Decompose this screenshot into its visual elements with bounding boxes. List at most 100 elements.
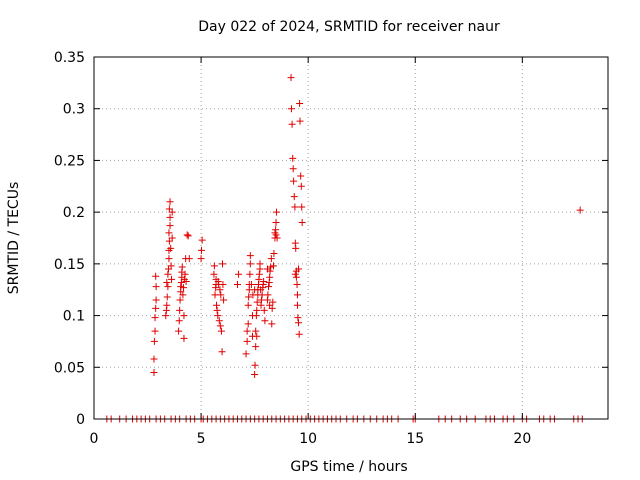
y-tick-label: 0.2 bbox=[63, 205, 85, 221]
data-point bbox=[298, 203, 306, 211]
data-point bbox=[151, 314, 159, 322]
data-point bbox=[150, 355, 158, 363]
data-point bbox=[251, 361, 259, 369]
data-point bbox=[176, 296, 184, 304]
data-point bbox=[175, 317, 183, 325]
data-point bbox=[246, 270, 254, 278]
data-point bbox=[219, 281, 227, 289]
data-point bbox=[243, 337, 251, 345]
data-point bbox=[296, 100, 304, 108]
x-tick-label: 0 bbox=[90, 431, 99, 447]
data-point bbox=[291, 270, 299, 278]
data-point bbox=[251, 286, 259, 294]
data-point bbox=[290, 177, 298, 185]
data-point bbox=[246, 252, 254, 260]
data-point bbox=[217, 291, 225, 299]
data-point bbox=[216, 286, 224, 294]
data-point bbox=[293, 291, 301, 299]
data-point bbox=[272, 218, 280, 226]
x-tick-label: 5 bbox=[197, 431, 206, 447]
y-axis-label: SRMTID / TECUs bbox=[6, 182, 22, 295]
data-point bbox=[266, 301, 274, 309]
x-tick-label: 15 bbox=[406, 431, 424, 447]
data-point bbox=[245, 293, 253, 301]
data-point bbox=[152, 296, 160, 304]
x-axis-ticks: 0 5 10 15 20 bbox=[90, 57, 531, 447]
x-tick-label: 20 bbox=[513, 431, 531, 447]
data-point bbox=[233, 281, 241, 289]
data-point bbox=[166, 222, 174, 230]
y-tick-label: 0.3 bbox=[63, 102, 85, 118]
data-point bbox=[269, 262, 277, 270]
data-point bbox=[151, 327, 159, 335]
y-tick-label: 0.35 bbox=[54, 50, 85, 66]
data-point bbox=[297, 182, 305, 190]
data-point bbox=[243, 327, 251, 335]
data-point bbox=[163, 293, 171, 301]
data-point bbox=[164, 270, 172, 278]
data-point bbox=[247, 281, 255, 289]
data-point bbox=[179, 291, 187, 299]
data-point bbox=[184, 232, 192, 240]
plot-frame bbox=[93, 56, 609, 420]
data-point bbox=[220, 296, 228, 304]
data-point bbox=[293, 301, 301, 309]
x-axis-label: GPS time / hours bbox=[290, 459, 407, 475]
data-point bbox=[290, 193, 298, 201]
data-point bbox=[152, 272, 160, 280]
data-point bbox=[576, 206, 584, 214]
data-point bbox=[197, 255, 205, 263]
data-point bbox=[217, 327, 225, 335]
data-point bbox=[293, 281, 301, 289]
data-point bbox=[244, 301, 252, 309]
data-point bbox=[253, 332, 261, 340]
data-point bbox=[198, 236, 206, 244]
data-point bbox=[168, 275, 176, 283]
data-point bbox=[167, 244, 175, 252]
data-point bbox=[210, 262, 218, 270]
data-point bbox=[218, 348, 226, 356]
data-point bbox=[242, 350, 250, 358]
data-point bbox=[213, 306, 221, 314]
data-point bbox=[297, 172, 305, 180]
y-axis-ticks: 0 0.05 0.1 0.15 0.2 0.25 0.3 0.35 bbox=[54, 50, 608, 428]
y-tick-label: 0.05 bbox=[54, 360, 85, 376]
data-point bbox=[210, 270, 218, 278]
data-point bbox=[298, 218, 306, 226]
data-point bbox=[165, 255, 173, 263]
data-point bbox=[253, 298, 261, 306]
data-point bbox=[168, 208, 176, 216]
data-point bbox=[292, 273, 300, 281]
data-point bbox=[244, 320, 252, 328]
data-point bbox=[257, 296, 265, 304]
data-point bbox=[260, 306, 268, 314]
data-point bbox=[289, 154, 297, 162]
data-point bbox=[292, 244, 300, 252]
data-point bbox=[214, 312, 222, 320]
data-point bbox=[263, 265, 271, 273]
data-point bbox=[287, 105, 295, 113]
chart-title: Day 022 of 2024, SRMTID for receiver nau… bbox=[198, 19, 500, 35]
data-point bbox=[212, 275, 220, 283]
data-point bbox=[150, 368, 158, 376]
data-point bbox=[295, 319, 303, 327]
data-point bbox=[265, 283, 273, 291]
data-point bbox=[168, 234, 176, 242]
data-point bbox=[272, 231, 280, 239]
data-point bbox=[213, 301, 221, 309]
data-point bbox=[256, 260, 264, 268]
data-point bbox=[152, 304, 160, 312]
y-tick-label: 0.15 bbox=[54, 257, 85, 273]
data-point bbox=[175, 327, 183, 335]
data-point bbox=[288, 120, 296, 128]
data-point bbox=[253, 306, 261, 314]
data-point bbox=[295, 330, 303, 338]
data-point bbox=[176, 306, 184, 314]
data-point bbox=[287, 74, 295, 82]
data-point bbox=[268, 320, 276, 328]
data-point bbox=[252, 343, 260, 351]
data-point bbox=[164, 283, 172, 291]
data-point bbox=[182, 277, 190, 285]
data-point bbox=[252, 327, 260, 335]
data-point bbox=[267, 255, 275, 263]
